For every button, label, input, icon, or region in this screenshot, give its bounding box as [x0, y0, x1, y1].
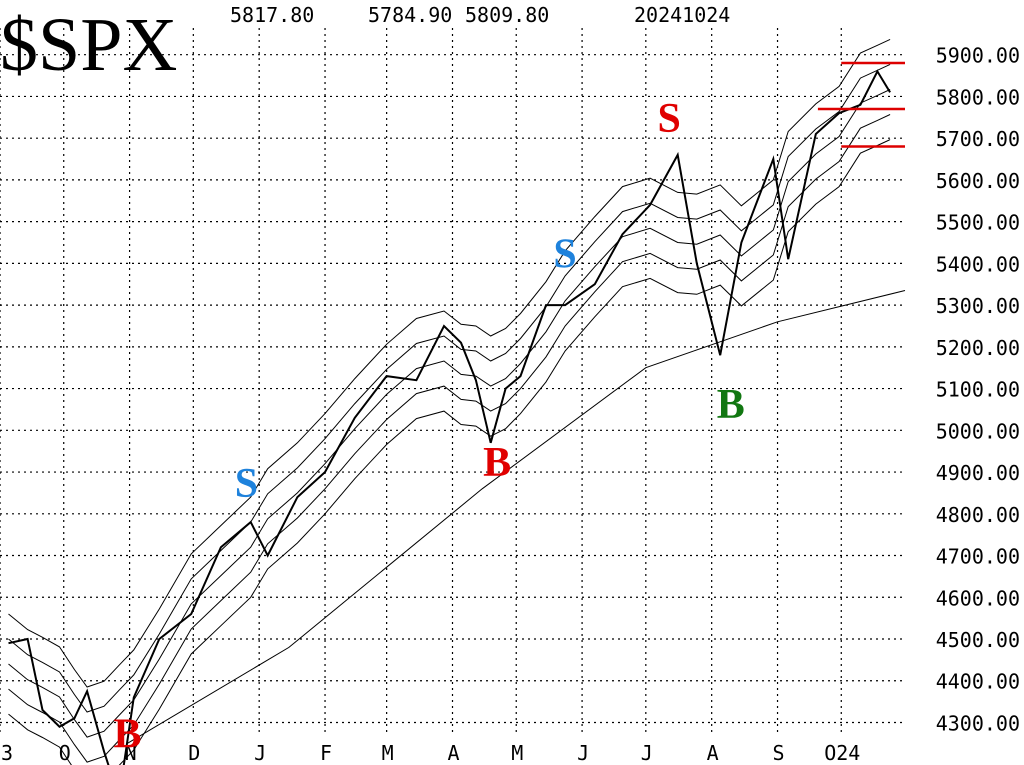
- y-tick-label: 4300.00: [936, 711, 1020, 735]
- header-high: 5817.80: [230, 3, 314, 27]
- y-tick-label: 5000.00: [936, 419, 1020, 443]
- x-tick-label: A: [447, 741, 459, 765]
- x-tick-label: M: [382, 741, 394, 765]
- x-tick-label: J: [641, 741, 653, 765]
- symbol-title: $SPX: [0, 3, 177, 87]
- envelope-band: [8, 38, 891, 688]
- x-tick-label: O24: [824, 741, 860, 765]
- signal-labels: S B S S B B: [113, 96, 744, 758]
- y-tick-label: 5700.00: [936, 127, 1020, 151]
- envelope-band: [8, 114, 891, 763]
- y-tick-label: 5400.00: [936, 252, 1020, 276]
- long-moving-average: [127, 290, 906, 744]
- price-series: [8, 69, 891, 765]
- x-tick-label: S: [773, 741, 785, 765]
- signal-label: S: [235, 461, 258, 507]
- x-tick-label: A: [707, 741, 719, 765]
- y-tick-label: 5900.00: [936, 44, 1020, 68]
- y-axis-labels: 5900.00 5800.00 5700.00 5600.00 5500.00 5400.…: [936, 44, 1020, 736]
- signal-label: B: [483, 440, 511, 486]
- moving-average: [8, 89, 891, 738]
- y-tick-label: 5200.00: [936, 336, 1020, 360]
- x-axis-labels: 23 O N D J F M A M J J A S O24: [0, 741, 860, 765]
- y-tick-label: 5300.00: [936, 294, 1020, 318]
- y-tick-label: 4800.00: [936, 503, 1020, 527]
- price-line: [8, 69, 891, 765]
- x-tick-label: 23: [0, 741, 13, 765]
- header-date: 20241024: [634, 3, 730, 27]
- y-tick-label: 5500.00: [936, 211, 1020, 235]
- y-tick-label: 4700.00: [936, 545, 1020, 569]
- header-close: 5809.80: [465, 3, 549, 27]
- x-tick-label: J: [254, 741, 266, 765]
- y-tick-label: 5800.00: [936, 85, 1020, 109]
- x-tick-label: M: [511, 741, 523, 765]
- x-tick-label: F: [320, 741, 332, 765]
- x-tick-label: N: [125, 741, 137, 765]
- signal-label: S: [553, 232, 576, 278]
- x-tick-label: D: [188, 741, 200, 765]
- support-resistance-lines: [817, 61, 905, 148]
- y-tick-label: 4400.00: [936, 670, 1020, 694]
- header-low: 5784.90: [368, 3, 452, 27]
- y-tick-label: 5100.00: [936, 378, 1020, 402]
- envelope-band: [8, 139, 891, 765]
- grid-lines: [0, 28, 905, 735]
- y-tick-label: 4600.00: [936, 586, 1020, 610]
- x-tick-label: J: [577, 741, 589, 765]
- signal-label: B: [717, 382, 745, 428]
- signal-label: B: [113, 712, 141, 758]
- y-tick-label: 4900.00: [936, 461, 1020, 485]
- y-tick-label: 5600.00: [936, 169, 1020, 193]
- signal-label: S: [658, 96, 681, 142]
- envelope-bands: [8, 38, 906, 765]
- x-tick-label: O: [59, 741, 71, 765]
- envelope-band: [8, 63, 891, 713]
- y-tick-label: 4500.00: [936, 628, 1020, 652]
